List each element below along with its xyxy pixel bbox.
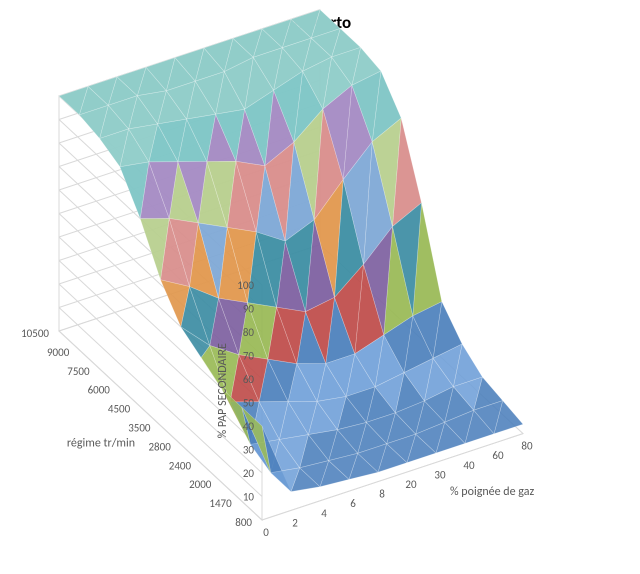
svg-text:2000: 2000 [189,478,212,491]
x-axis-label: % poignée de gaz [450,485,534,499]
svg-text:30: 30 [243,444,255,457]
svg-text:80: 80 [243,326,255,339]
svg-text:2: 2 [292,516,298,529]
svg-text:0: 0 [263,526,269,539]
svg-text:20: 20 [243,467,255,480]
y-axis-label: régime tr/min [67,437,135,451]
svg-text:1470: 1470 [209,497,232,510]
svg-text:4500: 4500 [108,403,131,416]
svg-text:40: 40 [463,459,475,472]
svg-text:30: 30 [434,468,446,481]
svg-text:80: 80 [521,440,533,453]
svg-text:4: 4 [321,507,327,520]
svg-text:70: 70 [243,350,255,363]
svg-text:60: 60 [243,373,255,386]
svg-text:800: 800 [235,516,252,529]
svg-text:2400: 2400 [169,459,192,472]
svg-text:6000: 6000 [88,384,111,397]
svg-text:7500: 7500 [67,365,90,378]
svg-text:8: 8 [379,488,385,501]
svg-text:6: 6 [350,497,356,510]
svg-text:10500: 10500 [21,327,49,340]
z-axis-label: % PAP SECONDAIRE [216,343,230,438]
svg-text:2800: 2800 [148,440,171,453]
surface-chart: 102030405060708090100% PAP SECONDAIRE800… [0,0,640,574]
svg-text:50: 50 [243,397,255,410]
svg-text:40: 40 [243,420,255,433]
svg-text:90: 90 [243,303,255,316]
svg-text:60: 60 [492,449,504,462]
svg-text:100: 100 [237,279,254,292]
svg-text:10: 10 [243,491,255,504]
svg-text:9000: 9000 [47,346,70,359]
svg-text:3500: 3500 [128,422,151,435]
svg-text:20: 20 [405,478,417,491]
